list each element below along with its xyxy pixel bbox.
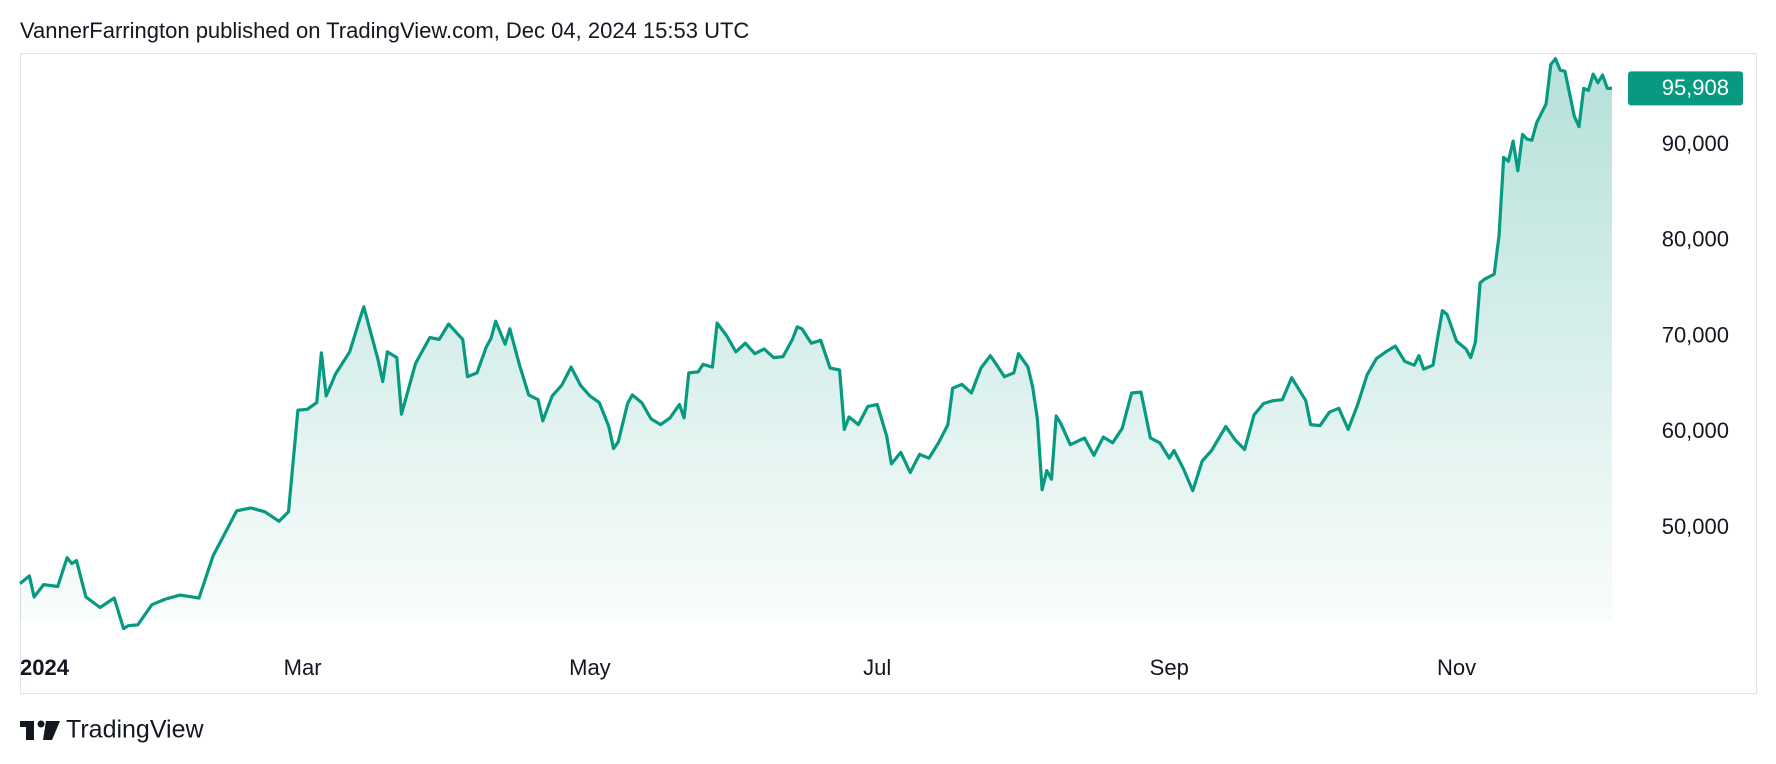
y-tick-label: 50,000 [1662, 514, 1729, 539]
x-tick-label: 2024 [20, 655, 70, 680]
price-line [18, 57, 1612, 631]
x-tick-label: Jul [863, 655, 891, 680]
footer-brand: TradingView [66, 716, 205, 744]
last-price-badge [1628, 71, 1743, 106]
y-tick-label: 60,000 [1662, 418, 1729, 443]
y-tick-label: 80,000 [1662, 227, 1729, 252]
area-fill [20, 58, 1612, 629]
logo [20, 720, 60, 740]
y-tick-label: 70,000 [1662, 322, 1729, 347]
last-price-label: 95,908 [1662, 75, 1729, 100]
x-tick-label: Mar [284, 655, 322, 680]
x-tick-label: May [569, 655, 611, 680]
x-tick-label: Nov [1437, 655, 1476, 680]
y-tick-label: 90,000 [1662, 131, 1729, 156]
x-tick-label: Sep [1150, 655, 1189, 680]
chart-frame [20, 53, 1757, 694]
header: VannerFarrington published on TradingVie… [20, 18, 749, 43]
